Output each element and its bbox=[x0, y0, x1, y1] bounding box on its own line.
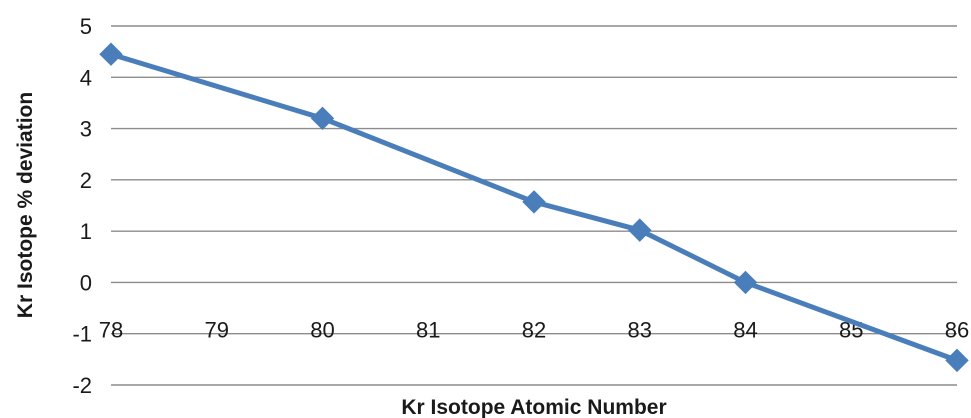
x-tick-label: 81 bbox=[416, 317, 440, 342]
x-tick-label: 80 bbox=[310, 317, 334, 342]
data-point bbox=[99, 42, 123, 66]
x-tick-label: 84 bbox=[733, 317, 757, 342]
x-tick-label: 78 bbox=[99, 317, 123, 342]
data-point bbox=[628, 218, 652, 242]
x-tick-label: 86 bbox=[945, 317, 969, 342]
y-tick-label: 2 bbox=[80, 168, 92, 193]
y-tick-label: -1 bbox=[72, 322, 92, 347]
series-line bbox=[110, 51, 958, 363]
x-tick-label: 83 bbox=[628, 317, 652, 342]
y-tick-label: 4 bbox=[80, 65, 92, 90]
y-tick-labels: 5 4 3 2 1 0 -1 -2 bbox=[72, 14, 92, 398]
series bbox=[99, 42, 969, 373]
data-point bbox=[522, 190, 546, 214]
y-tick-label: 3 bbox=[80, 117, 92, 142]
data-point bbox=[733, 270, 758, 295]
x-tick-label: 82 bbox=[522, 317, 546, 342]
x-tick-labels: 78 79 80 81 82 83 84 85 86 bbox=[99, 317, 969, 342]
y-tick-label: 5 bbox=[80, 14, 92, 39]
data-point bbox=[945, 348, 969, 373]
x-tick-label: 79 bbox=[205, 317, 229, 342]
y-tick-label: 0 bbox=[80, 270, 92, 295]
y-axis-label: Kr Isotope % deviation bbox=[14, 92, 37, 318]
data-point bbox=[310, 106, 335, 131]
gridlines bbox=[111, 25, 957, 386]
y-tick-label: -2 bbox=[72, 373, 92, 398]
x-axis-label: Kr Isotope Atomic Number bbox=[401, 396, 666, 418]
y-tick-label: 1 bbox=[80, 219, 92, 244]
